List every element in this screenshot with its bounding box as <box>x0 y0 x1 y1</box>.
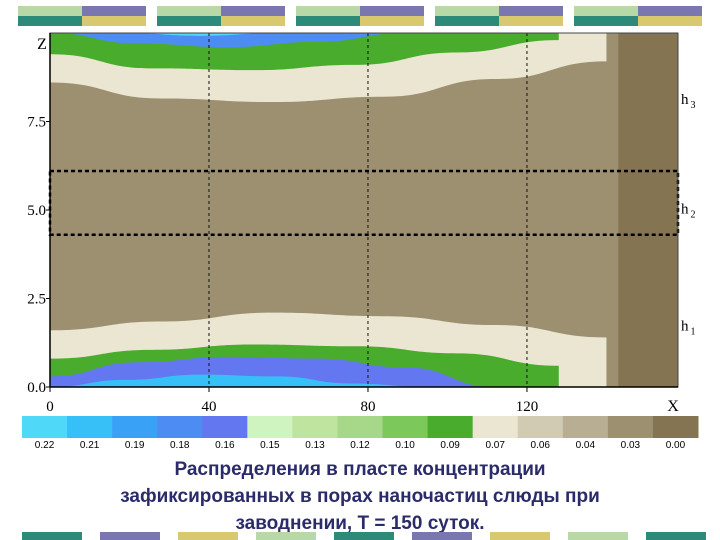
y-axis-label: Z <box>37 36 47 53</box>
x-tick-label: 40 <box>201 399 216 415</box>
colorbar-swatch <box>22 416 68 438</box>
deco-block <box>334 532 394 540</box>
colorbar-swatch <box>67 416 113 438</box>
deco-block <box>221 6 285 16</box>
deco-block <box>22 532 82 540</box>
decorative-footer-strip <box>22 532 706 540</box>
deco-block <box>499 6 563 16</box>
right-zone-region <box>618 33 678 387</box>
colorbar-swatch <box>382 416 429 438</box>
colorbar-label: 0.00 <box>666 440 686 451</box>
colorbar-swatch <box>112 416 158 438</box>
x-tick-label: 80 <box>360 399 375 415</box>
colorbar-swatch <box>427 416 474 438</box>
caption-line-1: Распределения в пласте концентрации <box>174 459 546 480</box>
colorbar-label: 0.04 <box>576 440 596 451</box>
deco-block <box>574 16 638 26</box>
deco-block <box>157 6 221 16</box>
x-tick-label: 120 <box>516 399 539 415</box>
deco-block <box>435 16 499 26</box>
caption-line-2: зафиксированных в порах наночастиц слюды… <box>120 486 600 507</box>
colorbar-swatch <box>607 416 654 438</box>
deco-block <box>82 16 146 26</box>
colorbar-label: 0.15 <box>260 440 280 451</box>
deco-block <box>490 532 550 540</box>
deco-block <box>435 6 499 16</box>
deco-block <box>157 16 221 26</box>
deco-block <box>360 16 424 26</box>
colorbar-label: 0.07 <box>485 440 505 451</box>
y-tick-label: 7.5 <box>27 115 46 131</box>
deco-block <box>568 532 628 540</box>
colorbar-swatch <box>472 416 519 438</box>
deco-block <box>221 16 285 26</box>
colorbar-label: 0.06 <box>531 440 551 451</box>
y-tick-label: 5.0 <box>27 203 46 219</box>
colorbar-swatch <box>292 416 338 438</box>
deco-block <box>360 6 424 16</box>
deco-block <box>574 6 638 16</box>
colorbar-swatch <box>202 416 248 438</box>
colorbar-label: 0.18 <box>170 440 190 451</box>
top-concentration-band <box>50 33 496 48</box>
colorbar: 0.22 0.21 0.19 0.18 0.16 0.15 0.13 0.12 0.10 0.09… <box>22 416 699 451</box>
deco-block <box>646 532 706 540</box>
y-tick-label: 0.0 <box>27 380 46 396</box>
colorbar-label: 0.12 <box>350 440 370 451</box>
deco-block <box>100 532 160 540</box>
colorbar-label: 0.09 <box>440 440 460 451</box>
colorbar-label: 0.21 <box>80 440 100 451</box>
figure-caption: Распределения в пласте концентрации зафи… <box>20 456 700 537</box>
colorbar-label: 0.03 <box>621 440 641 451</box>
x-axis-label: X <box>667 398 679 415</box>
colorbar-swatch <box>652 416 699 438</box>
bottom-concentration-band <box>50 374 428 387</box>
deco-block <box>499 16 563 26</box>
deco-block <box>18 6 82 16</box>
deco-block <box>412 532 472 540</box>
deco-block <box>256 532 316 540</box>
colorbar-swatch <box>337 416 384 438</box>
colorbar-label: 0.16 <box>215 440 235 451</box>
top-concentration-band <box>50 33 428 36</box>
deco-block <box>296 16 360 26</box>
colorbar-swatch <box>517 416 564 438</box>
deco-block <box>82 6 146 16</box>
deco-block <box>638 16 702 26</box>
colorbar-label: 0.19 <box>125 440 145 451</box>
colorbar-label: 0.13 <box>305 440 325 451</box>
x-tick-label: 0 <box>46 399 54 415</box>
deco-block <box>296 6 360 16</box>
y-tick-label: 2.5 <box>27 292 46 308</box>
colorbar-label: 0.10 <box>395 440 415 451</box>
colorbar-swatch <box>247 416 293 438</box>
colorbar-label: 0.22 <box>35 440 55 451</box>
deco-block <box>18 16 82 26</box>
heatmap-field <box>50 33 678 387</box>
colorbar-swatch <box>562 416 609 438</box>
tick-labels: 0 40 80 120 0.0 2.5 5.0 7.5 X Z <box>27 36 679 415</box>
deco-block <box>178 532 238 540</box>
decorative-header-strip <box>18 6 702 26</box>
caption-line-3: заводнении, T = 150 суток. <box>235 513 485 534</box>
layer-labels: h 3 h 2 h 1 <box>681 92 696 338</box>
colorbar-swatch <box>157 416 203 438</box>
deco-block <box>638 6 702 16</box>
